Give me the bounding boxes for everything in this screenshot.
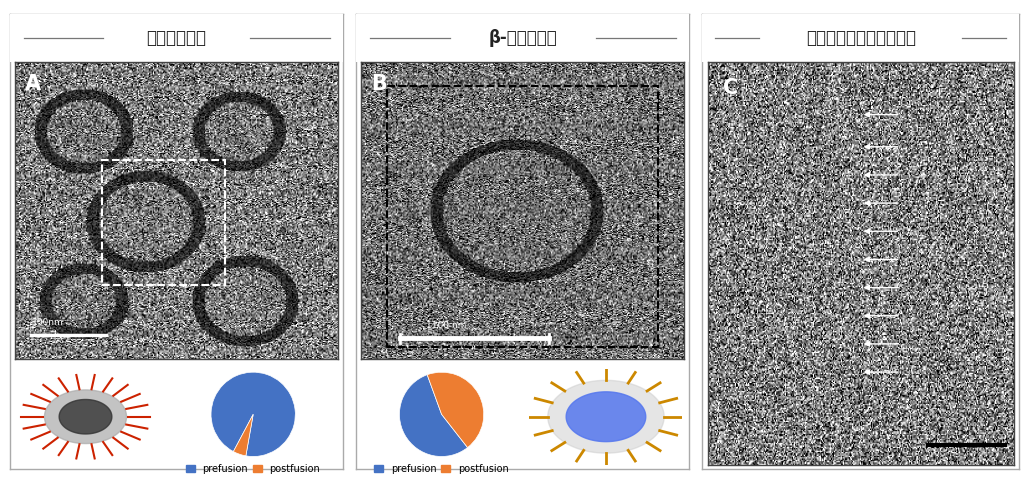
Text: 1100 nm: 1100 nm <box>426 320 466 330</box>
Legend: prefusion, postfusion: prefusion, postfusion <box>371 460 513 478</box>
Text: A: A <box>25 74 41 94</box>
Text: 腺病毒疫苗诱导抗原表达: 腺病毒疫苗诱导抗原表达 <box>806 29 915 47</box>
Polygon shape <box>566 392 646 442</box>
Text: 多聚甲醛灭活: 多聚甲醛灭活 <box>146 29 207 47</box>
Text: C: C <box>723 79 738 98</box>
Wedge shape <box>233 414 253 456</box>
Legend: prefusion, postfusion: prefusion, postfusion <box>182 460 325 478</box>
Bar <box>102 160 225 285</box>
Wedge shape <box>211 372 295 456</box>
Text: 100nm: 100nm <box>32 318 63 327</box>
Text: β-丙内酯灭活: β-丙内酯灭活 <box>488 29 557 47</box>
Wedge shape <box>427 372 483 447</box>
Polygon shape <box>548 380 665 453</box>
Bar <box>387 86 658 347</box>
Text: B: B <box>371 74 387 94</box>
Polygon shape <box>44 390 127 444</box>
Wedge shape <box>399 375 468 456</box>
Polygon shape <box>59 399 112 434</box>
